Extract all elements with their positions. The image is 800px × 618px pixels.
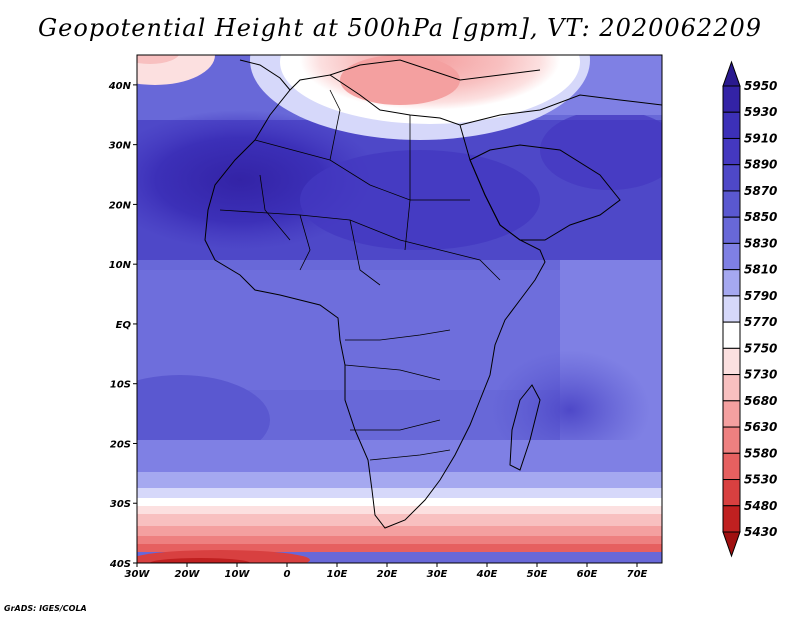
x-tick-label: 0 — [284, 569, 291, 580]
colorbar-top-arrow — [722, 60, 741, 87]
colorbar-bottom-arrow — [722, 531, 741, 558]
y-tick-label: 20N — [109, 200, 132, 211]
colorbar-label: 5730 — [744, 368, 777, 382]
colorbar-label: 5750 — [744, 341, 777, 355]
colorbar-box — [722, 479, 741, 507]
colorbar-label: 5790 — [744, 289, 777, 303]
colorbar-label: 5480 — [744, 499, 777, 513]
colorbar-label: 5870 — [744, 184, 777, 198]
colorbar-label: 5770 — [744, 315, 777, 329]
colorbar-label: 5890 — [744, 158, 777, 172]
y-tick-label: 10N — [109, 260, 132, 271]
height-field — [137, 55, 662, 563]
y-tick-label: 30S — [110, 499, 131, 510]
map-title: Geopotential Height at 500hPa [gpm], VT:… — [38, 14, 762, 42]
x-tick-label: 30W — [125, 569, 151, 580]
x-tick-label: 10W — [225, 569, 251, 580]
x-tick-label: 20W — [175, 569, 201, 580]
colorbar-label: 5430 — [744, 525, 777, 539]
colorbar-box — [722, 321, 741, 349]
x-tick-label: 30E — [427, 569, 448, 580]
x-tick-label: 40E — [476, 569, 498, 580]
colorbar-box — [722, 347, 741, 376]
coastlines — [204, 59, 662, 529]
colorbar-label: 5810 — [744, 263, 777, 277]
y-axis: 40S 30S 20S 10S EQ 10N 20N 30N 40N — [108, 81, 137, 570]
grads-credit: GrADS: IGES/COLA — [4, 604, 87, 613]
colorbar-box — [722, 137, 741, 166]
colorbar: 5950 5930 5910 5890 5870 5850 5830 5810 5790 5770… — [722, 60, 777, 558]
colorbar-box — [722, 216, 741, 244]
colorbar-box — [722, 85, 741, 113]
y-tick-label: EQ — [116, 320, 132, 331]
colorbar-box — [722, 295, 741, 323]
colorbar-box — [722, 426, 741, 454]
colorbar-label: 5830 — [744, 236, 777, 250]
colorbar-label: 5950 — [744, 79, 777, 93]
colorbar-label: 5850 — [744, 210, 777, 224]
x-tick-label: 10E — [327, 569, 348, 580]
x-axis: 30W 20W 10W 0 10E 20E 30E 40E 50E 60E 70E — [125, 563, 648, 580]
colorbar-label: 5630 — [744, 420, 777, 434]
colorbar-box — [722, 164, 741, 192]
x-tick-label: 60E — [577, 569, 598, 580]
y-tick-label: 30N — [109, 141, 132, 152]
x-tick-label: 50E — [527, 569, 548, 580]
x-tick-label: 70E — [627, 569, 648, 580]
colorbar-box — [722, 374, 741, 402]
y-tick-label: 10S — [110, 380, 131, 391]
colorbar-box — [722, 190, 741, 218]
colorbar-label: 5930 — [744, 105, 777, 119]
colorbar-box — [722, 452, 741, 481]
colorbar-label: 5530 — [744, 473, 777, 487]
colorbar-box — [722, 505, 741, 533]
colorbar-box — [722, 269, 741, 297]
colorbar-label: 5910 — [744, 131, 777, 145]
y-tick-label: 40N — [108, 81, 132, 92]
y-tick-label: 40S — [109, 559, 131, 570]
colorbar-box — [722, 400, 741, 428]
colorbar-label: 5580 — [744, 446, 777, 460]
plot-frame — [136, 54, 663, 564]
colorbar-box — [722, 242, 741, 271]
x-tick-label: 20E — [377, 569, 398, 580]
y-tick-label: 20S — [110, 439, 131, 450]
country-borders — [219, 89, 501, 461]
colorbar-box — [722, 111, 741, 139]
colorbar-label: 5680 — [744, 394, 777, 408]
